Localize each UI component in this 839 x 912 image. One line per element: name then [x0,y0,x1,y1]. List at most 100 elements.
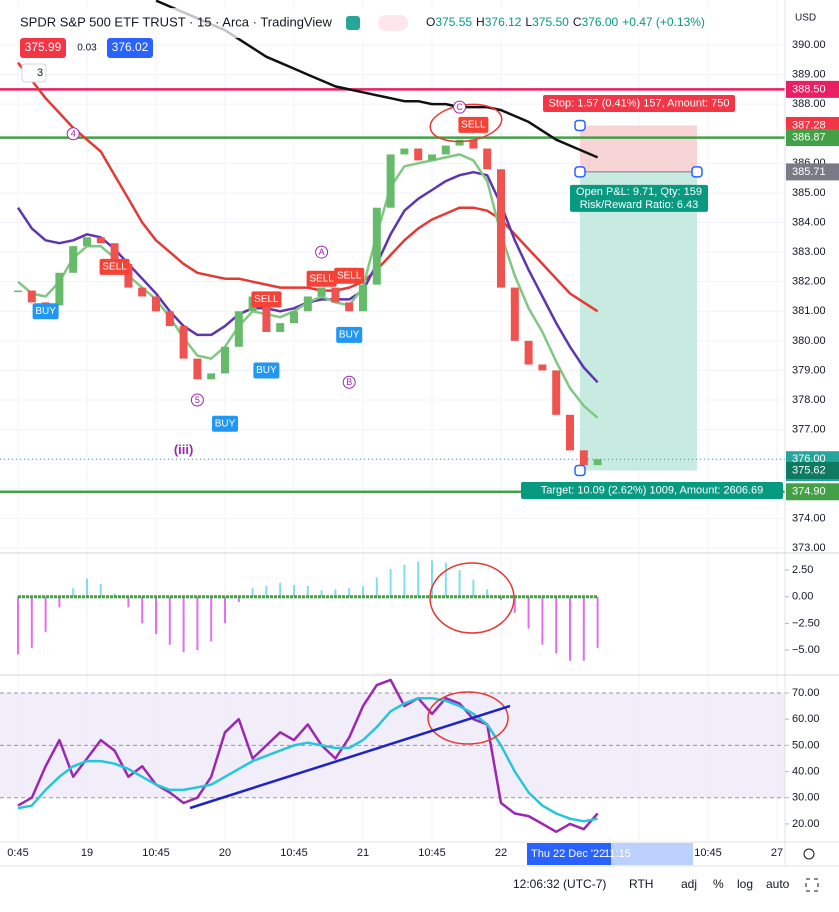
buy-signal [212,415,238,432]
target-zone [580,171,697,471]
candle [538,364,547,371]
candle [303,296,312,312]
candle [593,459,602,466]
candle [138,287,147,297]
histogram-bar [486,589,489,597]
y-tick-label: 2.50 [792,564,813,576]
histogram-bar [30,596,33,648]
histogram-bar [334,589,337,597]
buy-button[interactable] [107,38,153,58]
y-tick-label: 40.00 [792,765,820,777]
wave-marker [315,245,329,259]
buy-signal-text: BUY [215,418,236,429]
histogram-bar [362,586,364,597]
position-label-bg [570,184,708,212]
sell-signal-text: SELL [254,294,279,305]
status-item[interactable]: % [713,877,724,891]
symbol-title: SPDR S&P 500 ETF TRUST · 15 · Arca · Tra… [20,14,332,29]
y-tick-label: 374.00 [792,512,826,524]
price-marker-label: 388.50 [792,83,826,95]
histogram-bar [182,596,185,653]
hand-circle [429,562,515,634]
sell-signal-text: SELL [309,273,334,284]
y-tick-label: 50.00 [792,739,820,751]
status-item[interactable]: adj [681,877,697,891]
y-tick-label: 384.00 [792,216,826,228]
candle [96,237,105,244]
candle [579,450,588,466]
currency[interactable]: USD [795,13,816,24]
position-label-bg [543,94,735,112]
histogram-bar [265,586,268,597]
x-tick-label: 0:45 [7,847,28,859]
indicators-toggle[interactable] [21,63,47,83]
candle [165,311,174,327]
candle [69,246,78,273]
candle [469,139,478,149]
crosshair-box [527,843,611,865]
candle [510,287,519,341]
fullscreen-icon[interactable] [805,878,819,892]
histogram-bar [582,596,585,661]
candle [566,414,574,451]
price-marker [786,129,839,147]
crosshair-date: Thu 22 Dec '22 [531,848,605,860]
y-tick-label: 379.00 [792,364,826,376]
price-marker-label: 387.28 [792,119,826,131]
axis-bg [786,0,839,36]
x-tick-label: 20 [219,847,231,859]
wave-label: 4 [71,129,76,139]
status-item[interactable]: RTH [629,877,653,891]
candle [290,311,298,324]
y-tick-label: 388.00 [792,98,826,110]
x-tick-label: 27 [771,847,783,859]
buy-signal [336,326,363,343]
icon[interactable] [378,15,408,31]
histogram-bar [86,578,88,597]
y-tick-label: 389.00 [792,68,826,80]
histogram-bar [403,564,406,597]
histogram-bar [458,570,461,597]
position-label: Risk/Reward Ratio: 6.43 [580,199,699,211]
histogram-bar [596,596,599,648]
wave-label: 5 [195,395,200,405]
histogram-bar [527,596,530,629]
candle [455,139,464,146]
bid: 375.99 [25,40,62,54]
status-item[interactable]: auto [766,877,790,891]
sell-button[interactable] [20,38,66,58]
histogram-bar [196,596,199,651]
plot-layer [0,0,785,842]
wave-label: C [456,102,463,112]
candle [234,311,243,347]
price-marker [786,80,839,98]
histogram-bar [293,584,295,597]
histogram-bar [17,596,19,655]
icon[interactable] [346,16,360,30]
price-marker [786,163,839,181]
histogram-bar [348,588,351,597]
histogram-bar [237,596,240,603]
clock: 12:06:32 (UTC-7) [513,877,606,891]
position-label-bg [521,481,783,499]
histogram-bar [251,588,254,597]
candle [55,272,64,306]
buy-signal [32,303,59,320]
buy-signal-text: BUY [256,365,277,376]
settings-icon[interactable] [803,848,815,860]
panel [0,678,785,834]
buy-signal-text: BUY [35,306,56,317]
candle [428,154,436,161]
trendline [189,704,511,810]
candle [372,207,381,285]
x-tick-label: 10:45 [280,847,308,859]
histogram-bar [44,596,47,632]
wave-marker [190,393,204,407]
candle [83,237,91,247]
wave-marker [342,375,356,389]
histogram-bar [513,596,516,613]
sell-signal [458,116,489,133]
status-item[interactable]: log [737,877,753,891]
